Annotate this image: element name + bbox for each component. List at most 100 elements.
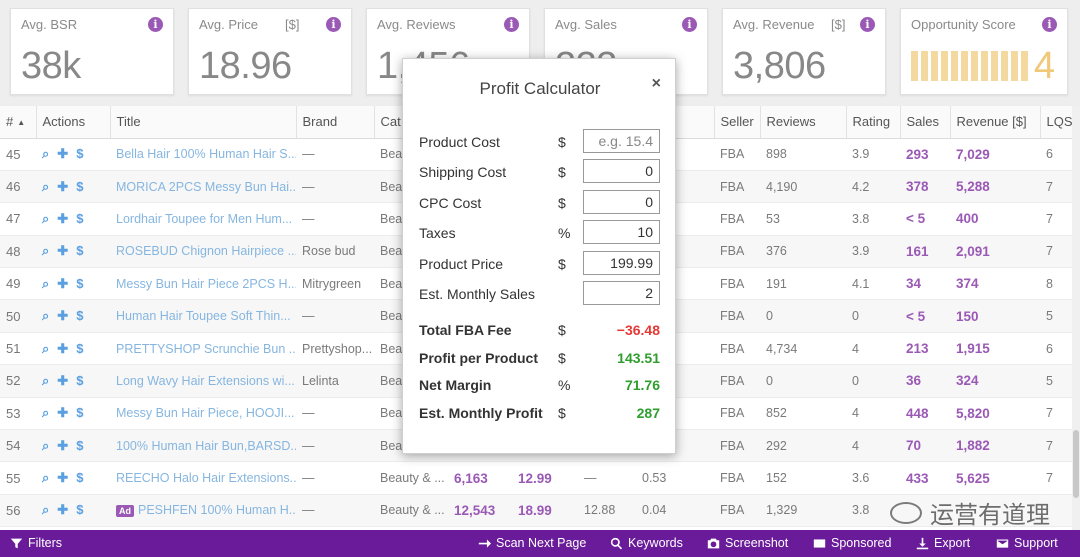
product-title-link[interactable]: ROSEBUD Chignon Hairpiece ... — [116, 244, 296, 259]
info-icon[interactable]: i — [504, 17, 519, 32]
column-header[interactable]: Rating — [846, 106, 901, 139]
plus-icon[interactable]: ✚ — [57, 372, 69, 388]
table-row[interactable]: 55 ⌕ ✚ $ REECHO Halo Hair Extensions... — Beau… — [0, 461, 1080, 495]
dollar-icon[interactable]: $ — [76, 308, 84, 324]
search-icon[interactable]: ⌕ — [42, 470, 50, 486]
stat-card-avg-bsr: Avg. BSR i 38k — [10, 8, 174, 95]
cell-title[interactable]: PRETTYSHOP Scrunchie Bun ... — [110, 332, 296, 366]
close-icon[interactable]: × — [651, 75, 661, 92]
plus-icon[interactable]: ✚ — [57, 340, 69, 356]
filters-button[interactable]: Filters — [10, 536, 62, 550]
product-title-link[interactable]: Long Wavy Hair Extensions wi... — [116, 373, 295, 388]
dollar-icon[interactable]: $ — [76, 437, 84, 453]
search-icon[interactable]: ⌕ — [42, 243, 50, 259]
plus-icon[interactable]: ✚ — [57, 405, 69, 421]
dollar-icon[interactable]: $ — [76, 178, 84, 194]
product-title-link[interactable]: 100% Human Hair Bun,BARSD... — [116, 438, 296, 453]
dollar-icon[interactable]: $ — [76, 275, 84, 291]
search-icon[interactable]: ⌕ — [42, 210, 50, 226]
cell-title[interactable]: ROSEBUD Chignon Hairpiece ... — [110, 235, 296, 269]
search-icon[interactable]: ⌕ — [42, 308, 50, 324]
info-icon[interactable]: i — [860, 17, 875, 32]
cell-title[interactable]: Bella Hair 100% Human Hair S... — [110, 138, 296, 171]
dollar-icon[interactable]: $ — [76, 146, 84, 162]
product-title-link[interactable]: Messy Bun Hair Piece, HOOJI... — [116, 406, 295, 421]
search-icon[interactable]: ⌕ — [42, 437, 50, 453]
search-icon[interactable]: ⌕ — [42, 178, 50, 194]
dollar-icon[interactable]: $ — [76, 340, 84, 356]
product-title-link[interactable]: Bella Hair 100% Human Hair S... — [116, 147, 296, 162]
cell-title[interactable]: Long Wavy Hair Extensions wi... — [110, 364, 296, 398]
column-header[interactable]: Seller — [714, 106, 761, 139]
column-header[interactable]: Reviews — [760, 106, 847, 139]
scan-next-page-button[interactable]: Scan Next Page — [478, 536, 586, 550]
dollar-icon[interactable]: $ — [76, 210, 84, 226]
column-header[interactable]: Revenue [$] — [950, 106, 1041, 139]
column-header[interactable]: Brand — [296, 106, 375, 139]
plus-icon[interactable]: ✚ — [57, 275, 69, 291]
product-title-link[interactable]: PESHFEN 100% Human H... — [138, 503, 296, 518]
search-icon[interactable]: ⌕ — [42, 146, 50, 162]
search-icon[interactable]: ⌕ — [42, 275, 50, 291]
search-icon[interactable]: ⌕ — [42, 405, 50, 421]
cell-title[interactable]: Messy Bun Hair Piece, HOOJI... — [110, 397, 296, 431]
dollar-icon[interactable]: $ — [76, 470, 84, 486]
plus-icon[interactable]: ✚ — [57, 502, 69, 518]
column-header[interactable]: Actions — [36, 106, 111, 139]
table-row[interactable]: 52 ⌕ ✚ $ Long Wavy Hair Extensions wi... Leli… — [0, 364, 1080, 398]
sponsored-button[interactable]: Sponsored — [813, 536, 891, 550]
product-title-link[interactable]: MORICA 2PCS Messy Bun Hai... — [116, 179, 296, 194]
plus-icon[interactable]: ✚ — [57, 470, 69, 486]
column-header[interactable]: # ▲ — [0, 106, 37, 139]
calc-input-field[interactable] — [583, 189, 660, 214]
export-button[interactable]: Export — [916, 536, 970, 550]
plus-icon[interactable]: ✚ — [57, 178, 69, 194]
search-icon[interactable]: ⌕ — [42, 372, 50, 388]
plus-icon[interactable]: ✚ — [57, 146, 69, 162]
column-header[interactable]: Sales — [900, 106, 951, 139]
calc-unit: $ — [558, 322, 566, 338]
product-title-link[interactable]: Lordhair Toupee for Men Hum... — [116, 211, 293, 226]
info-icon[interactable]: i — [682, 17, 697, 32]
table-scrollbar[interactable] — [1072, 106, 1080, 530]
cell-title[interactable]: Messy Bun Hair Piece 2PCS H... — [110, 267, 296, 301]
table-row[interactable]: 51 ⌕ ✚ $ PRETTYSHOP Scrunchie Bun ... Prettys… — [0, 332, 1080, 366]
product-title-link[interactable]: Messy Bun Hair Piece 2PCS H... — [116, 276, 296, 291]
plus-icon[interactable]: ✚ — [57, 243, 69, 259]
calc-input-field[interactable] — [583, 281, 660, 305]
calc-input-field[interactable] — [583, 159, 660, 184]
info-icon[interactable]: i — [148, 17, 163, 32]
cell-title[interactable]: REECHO Halo Hair Extensions... — [110, 461, 296, 495]
product-title-link[interactable]: REECHO Halo Hair Extensions... — [116, 471, 296, 486]
product-title-link[interactable]: Human Hair Toupee Soft Thin... — [116, 309, 291, 324]
screenshot-button[interactable]: Screenshot — [707, 536, 788, 550]
calc-input-field[interactable] — [583, 250, 660, 275]
plus-icon[interactable]: ✚ — [57, 437, 69, 453]
cell-reviews: 292 — [760, 429, 846, 463]
table-row[interactable]: 56 ⌕ ✚ $ Ad PESHFEN 100% Human H... — Beauty & … — [0, 494, 1080, 528]
keywords-button[interactable]: Keywords — [610, 536, 683, 550]
support-button[interactable]: Support — [996, 536, 1058, 550]
cell-title[interactable]: MORICA 2PCS Messy Bun Hai... — [110, 170, 296, 204]
column-header[interactable]: Title — [110, 106, 297, 139]
scrollbar-thumb[interactable] — [1073, 430, 1079, 498]
cell-title[interactable]: Human Hair Toupee Soft Thin... — [110, 299, 296, 333]
sort-asc-icon[interactable]: ▲ — [17, 118, 26, 128]
cell-title[interactable]: Ad PESHFEN 100% Human H... — [110, 494, 296, 528]
dollar-icon[interactable]: $ — [76, 243, 84, 259]
search-icon[interactable]: ⌕ — [42, 340, 50, 356]
dollar-icon[interactable]: $ — [76, 405, 84, 421]
cell-reviews: 4,734 — [760, 332, 846, 366]
search-icon[interactable]: ⌕ — [42, 502, 50, 518]
plus-icon[interactable]: ✚ — [57, 210, 69, 226]
dollar-icon[interactable]: $ — [76, 502, 84, 518]
plus-icon[interactable]: ✚ — [57, 308, 69, 324]
cell-title[interactable]: 100% Human Hair Bun,BARSD... — [110, 429, 296, 463]
calc-input-field[interactable] — [583, 220, 660, 245]
info-icon[interactable]: i — [1042, 17, 1057, 32]
dollar-icon[interactable]: $ — [76, 372, 84, 388]
cell-title[interactable]: Lordhair Toupee for Men Hum... — [110, 202, 296, 236]
info-icon[interactable]: i — [326, 17, 341, 32]
product-title-link[interactable]: PRETTYSHOP Scrunchie Bun ... — [116, 341, 296, 356]
calc-input-field[interactable] — [583, 129, 660, 153]
